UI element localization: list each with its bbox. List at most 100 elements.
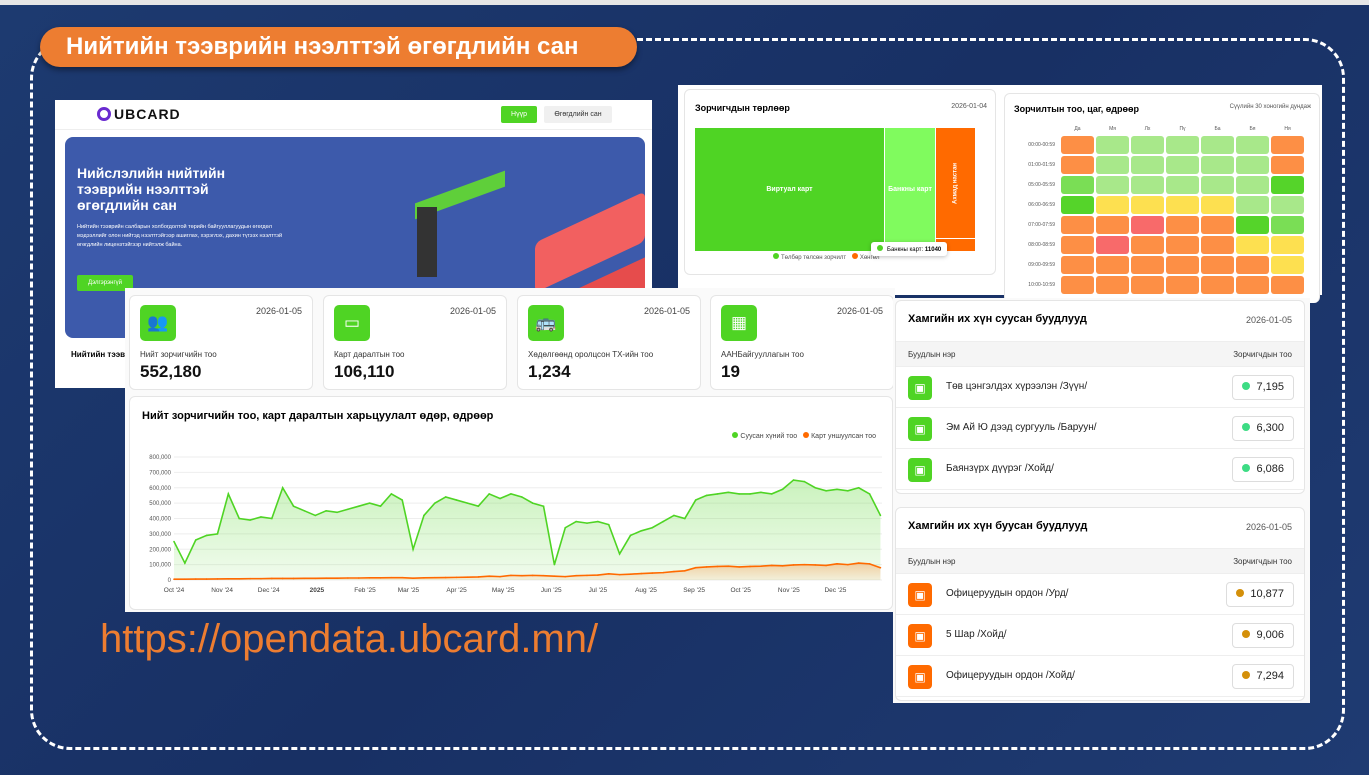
heatmap-cell[interactable]: [1271, 276, 1304, 294]
data-point[interactable]: [477, 505, 480, 507]
data-point[interactable]: [738, 493, 740, 495]
opendata-url-link[interactable]: https://opendata.ubcard.mn/: [100, 617, 599, 661]
heatmap-cell[interactable]: [1201, 236, 1234, 254]
heatmap-cell[interactable]: [1096, 236, 1129, 254]
heatmap-cell[interactable]: [1236, 276, 1269, 294]
more-button[interactable]: Дэлгэрэнгүй: [77, 275, 133, 291]
table-row[interactable]: ▣ Офицеруудын ордон /Урд/10,877: [896, 574, 1304, 615]
data-point[interactable]: [216, 578, 219, 580]
heatmap-cell[interactable]: [1131, 236, 1164, 254]
data-point[interactable]: [281, 486, 284, 489]
data-point[interactable]: [770, 564, 773, 567]
data-point[interactable]: [531, 574, 534, 577]
data-point[interactable]: [194, 539, 197, 541]
heatmap-cell[interactable]: [1271, 256, 1304, 274]
data-point[interactable]: [825, 490, 827, 492]
data-point[interactable]: [651, 572, 654, 574]
heatmap-cell[interactable]: [1131, 276, 1164, 294]
heatmap-cell[interactable]: [1096, 216, 1129, 234]
data-point[interactable]: [444, 576, 447, 579]
data-point[interactable]: [303, 577, 306, 580]
data-point[interactable]: [205, 534, 208, 537]
treemap-tile-virtual[interactable]: Виртуал карт: [695, 128, 884, 251]
data-point[interactable]: [749, 565, 751, 568]
data-point[interactable]: [184, 578, 186, 581]
data-point[interactable]: [227, 577, 230, 580]
heatmap-cell[interactable]: [1131, 156, 1164, 174]
treemap-tile-elderly[interactable]: Ахмад настан: [936, 128, 975, 238]
heatmap-cell[interactable]: [1201, 276, 1234, 294]
data-point[interactable]: [455, 499, 458, 501]
data-point[interactable]: [607, 573, 610, 575]
data-point[interactable]: [879, 566, 882, 569]
table-row[interactable]: ▣ Төв цэнгэлдэх хүрээлэн /Зүүн/7,195: [896, 367, 1304, 408]
data-point[interactable]: [281, 577, 284, 580]
data-point[interactable]: [673, 514, 675, 517]
data-point[interactable]: [510, 493, 512, 495]
data-point[interactable]: [836, 563, 838, 565]
table-row[interactable]: ▣ 5 Шар /Хойд/9,006: [896, 615, 1304, 656]
heatmap-cell[interactable]: [1096, 136, 1129, 154]
data-point[interactable]: [575, 574, 577, 577]
data-point[interactable]: [705, 494, 708, 497]
data-point[interactable]: [553, 575, 556, 577]
heatmap-cell[interactable]: [1061, 236, 1094, 254]
data-point[interactable]: [770, 493, 773, 495]
data-point[interactable]: [868, 493, 871, 495]
heatmap-cell[interactable]: [1131, 176, 1164, 194]
data-point[interactable]: [542, 505, 545, 507]
heatmap-cell[interactable]: [1201, 136, 1234, 154]
data-point[interactable]: [597, 520, 599, 523]
heatmap-cell[interactable]: [1236, 136, 1269, 154]
data-point[interactable]: [738, 566, 740, 568]
data-point[interactable]: [303, 510, 306, 512]
data-point[interactable]: [662, 571, 664, 574]
data-point[interactable]: [607, 523, 610, 526]
data-point[interactable]: [412, 548, 414, 551]
data-point[interactable]: [401, 576, 404, 579]
data-point[interactable]: [716, 493, 719, 495]
data-point[interactable]: [564, 526, 567, 529]
data-point[interactable]: [249, 577, 251, 580]
data-point[interactable]: [434, 502, 436, 504]
heatmap-cell[interactable]: [1201, 176, 1234, 194]
data-point[interactable]: [727, 491, 730, 494]
heatmap-cell[interactable]: [1166, 136, 1199, 154]
data-point[interactable]: [444, 496, 447, 498]
data-point[interactable]: [368, 577, 371, 579]
data-point[interactable]: [727, 565, 730, 567]
data-point[interactable]: [173, 578, 175, 581]
data-point[interactable]: [347, 508, 349, 511]
data-point[interactable]: [314, 577, 317, 580]
data-point[interactable]: [792, 479, 795, 481]
data-point[interactable]: [368, 502, 371, 504]
heatmap-cell[interactable]: [1201, 156, 1234, 174]
data-point[interactable]: [260, 577, 262, 580]
data-point[interactable]: [292, 505, 295, 507]
data-point[interactable]: [336, 511, 338, 514]
heatmap-cell[interactable]: [1271, 136, 1304, 154]
data-point[interactable]: [618, 553, 621, 555]
heatmap-cell[interactable]: [1096, 156, 1129, 174]
heatmap-cell[interactable]: [1166, 276, 1199, 294]
data-point[interactable]: [423, 577, 425, 579]
data-point[interactable]: [760, 491, 762, 494]
data-point[interactable]: [390, 576, 393, 579]
data-point[interactable]: [629, 534, 632, 537]
data-point[interactable]: [760, 565, 762, 567]
data-point[interactable]: [401, 499, 404, 501]
data-point[interactable]: [640, 530, 643, 532]
data-point[interactable]: [423, 514, 425, 517]
data-point[interactable]: [455, 576, 458, 579]
heatmap-cell[interactable]: [1061, 176, 1094, 194]
data-point[interactable]: [781, 488, 784, 491]
table-row[interactable]: ▣ Офицеруудын ордон /Хойд/7,294: [896, 656, 1304, 697]
heatmap-cell[interactable]: [1096, 256, 1129, 274]
heatmap-cell[interactable]: [1236, 256, 1269, 274]
nav-home[interactable]: Нүүр: [501, 106, 537, 123]
data-point[interactable]: [651, 526, 654, 529]
data-point[interactable]: [814, 564, 817, 566]
data-point[interactable]: [477, 576, 480, 578]
heatmap-cell[interactable]: [1061, 256, 1094, 274]
data-point[interactable]: [292, 577, 295, 580]
